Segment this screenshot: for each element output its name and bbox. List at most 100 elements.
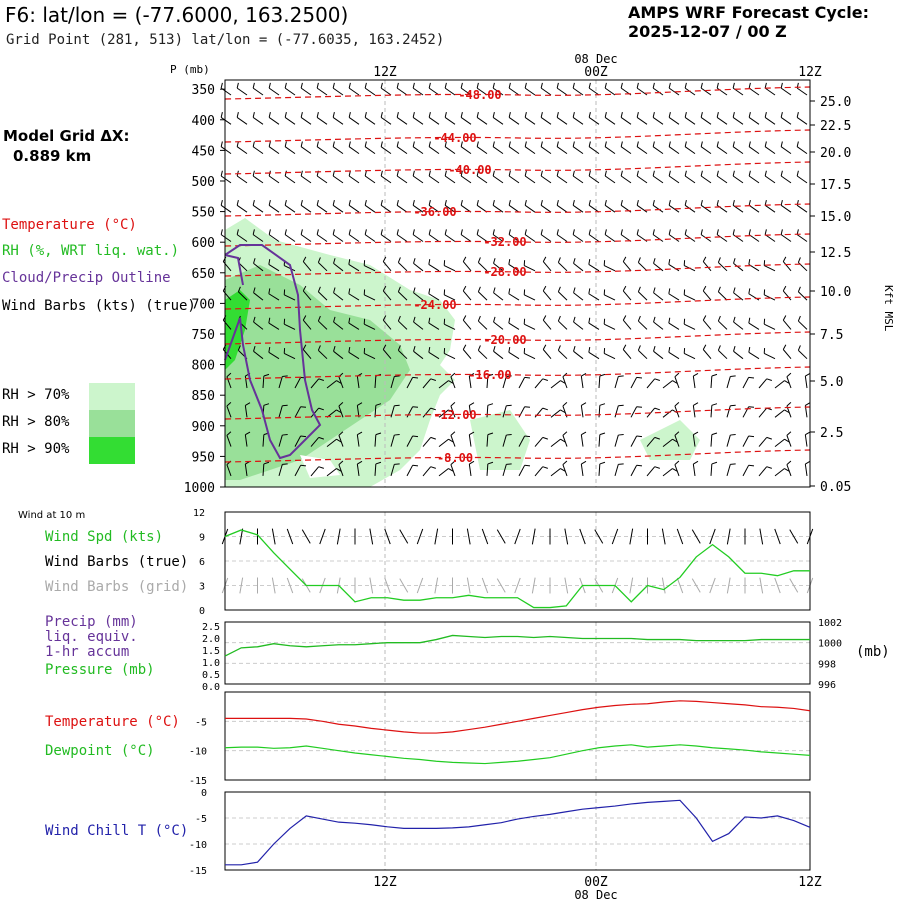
barb-shaft bbox=[380, 117, 392, 125]
wind-barb bbox=[332, 141, 344, 155]
wind-barb bbox=[364, 229, 376, 242]
surface-wind-barb bbox=[466, 528, 471, 545]
surface-wind-barb bbox=[399, 529, 409, 544]
barb-flag bbox=[284, 229, 287, 235]
barb-flag bbox=[652, 199, 655, 206]
barb-shaft bbox=[496, 529, 506, 544]
barb-flag bbox=[524, 82, 527, 89]
barb-flag bbox=[508, 199, 511, 206]
barb-shaft bbox=[636, 146, 648, 155]
barb-flag bbox=[363, 348, 366, 354]
barb-flag bbox=[523, 260, 526, 266]
barb-shaft bbox=[796, 117, 808, 125]
barb-shaft bbox=[508, 117, 520, 125]
barb-flag bbox=[702, 285, 707, 292]
wind-barb bbox=[422, 436, 436, 447]
barb-shaft bbox=[422, 466, 432, 477]
wind-barb bbox=[523, 289, 536, 301]
wind-barb bbox=[493, 287, 504, 301]
barb-flag bbox=[492, 199, 495, 206]
wind-barb bbox=[588, 317, 600, 330]
barb-shaft bbox=[604, 204, 616, 213]
barb-shaft bbox=[668, 293, 680, 301]
wind-barb bbox=[556, 170, 568, 184]
wind-barb bbox=[637, 315, 648, 330]
wind-barb bbox=[716, 170, 728, 184]
barb-shaft bbox=[493, 263, 504, 272]
precip-label: Precip (mm) bbox=[45, 614, 138, 630]
barb-shaft bbox=[742, 435, 750, 447]
barb-flag bbox=[732, 112, 735, 118]
barb-flag bbox=[766, 407, 772, 411]
wind-barb bbox=[253, 287, 264, 301]
wind-barb bbox=[390, 404, 400, 418]
barb-flag bbox=[604, 199, 607, 206]
wind-barb bbox=[460, 82, 472, 96]
wind-barb bbox=[364, 82, 376, 96]
barb-flag bbox=[780, 170, 783, 177]
wind-barb bbox=[443, 318, 456, 330]
barb-flag bbox=[412, 406, 419, 408]
barb-flag bbox=[348, 170, 351, 177]
wind-barb bbox=[636, 112, 648, 125]
surface-wind-barb bbox=[774, 528, 781, 545]
wind-barb bbox=[786, 460, 792, 477]
barb-shaft bbox=[374, 375, 377, 389]
height-tick-label: 0.05 bbox=[820, 480, 851, 495]
barb-shaft bbox=[244, 405, 248, 418]
barb-shaft bbox=[380, 146, 392, 155]
surface-wind-barb bbox=[336, 528, 341, 545]
barb-shaft bbox=[780, 175, 792, 184]
wind-barb bbox=[622, 315, 632, 330]
barb-flag bbox=[653, 258, 656, 264]
wind-barb bbox=[534, 436, 548, 447]
barb-flag bbox=[572, 199, 575, 206]
barb-flag bbox=[493, 316, 496, 323]
wind-barb bbox=[668, 141, 680, 155]
barb-shaft bbox=[796, 87, 808, 96]
wind-barb bbox=[683, 318, 696, 330]
barb-shaft bbox=[300, 204, 312, 213]
barb-flag bbox=[636, 199, 639, 206]
barb-shaft bbox=[332, 87, 344, 96]
temperature-contours: -48.00-44.00-40.00-36.00-32.00-28.00-24.… bbox=[224, 86, 811, 465]
model-grid-label: Model Grid ΔX: bbox=[3, 127, 130, 145]
wind-barb bbox=[294, 464, 307, 477]
barb-shaft bbox=[523, 352, 536, 360]
barb-flag bbox=[654, 407, 660, 411]
wind-barb bbox=[588, 112, 600, 125]
barb-flag bbox=[252, 82, 255, 89]
wind-barb bbox=[492, 141, 504, 155]
barb-flag bbox=[797, 286, 801, 292]
barb-flag bbox=[717, 315, 721, 322]
barb-flag bbox=[560, 380, 566, 384]
wind-barb bbox=[396, 112, 408, 125]
cloud-outline-path bbox=[224, 244, 322, 460]
barb-flag bbox=[542, 436, 548, 440]
barb-flag bbox=[394, 404, 400, 407]
wind-barb bbox=[646, 378, 660, 389]
wind-barb bbox=[683, 289, 696, 301]
wind-barb bbox=[782, 256, 792, 272]
barb-shaft bbox=[661, 528, 666, 545]
barb-shaft bbox=[550, 380, 561, 389]
barb-shaft bbox=[481, 528, 489, 545]
barb-shaft bbox=[716, 117, 728, 125]
wind-barb bbox=[283, 348, 296, 360]
barb-shaft bbox=[363, 352, 376, 360]
barb-shaft bbox=[356, 376, 360, 389]
barb-flag bbox=[430, 466, 436, 469]
wind-barb bbox=[742, 376, 755, 389]
barb-shaft bbox=[253, 292, 264, 301]
barb-shaft bbox=[380, 175, 392, 184]
barb-shaft bbox=[492, 175, 504, 184]
barb-flag bbox=[557, 345, 561, 351]
wind-barb bbox=[748, 229, 760, 242]
barb-flag bbox=[333, 316, 336, 323]
barb-shaft bbox=[443, 265, 456, 272]
barb-shaft bbox=[236, 175, 248, 184]
wind-barb bbox=[542, 256, 552, 272]
barb-flag bbox=[283, 318, 286, 325]
barb-shaft bbox=[502, 405, 507, 418]
